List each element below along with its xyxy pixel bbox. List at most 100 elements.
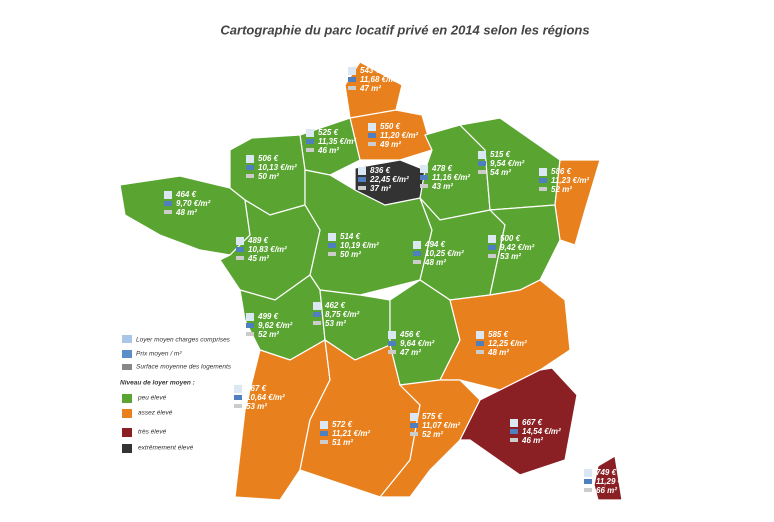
surface-icon (348, 86, 356, 90)
price: 10,25 €/m² (425, 249, 464, 258)
price-icon (584, 479, 592, 484)
surface-icon (478, 170, 486, 174)
title: Cartographie du parc locatif privé en 20… (220, 22, 589, 37)
surface-icon (510, 438, 518, 442)
surface-icon (320, 440, 328, 444)
price: 10,13 €/m² (258, 163, 297, 172)
surface: 53 m² (325, 319, 346, 328)
region (459, 367, 578, 476)
surface: 53 m² (246, 402, 267, 411)
price: 10,19 €/m² (340, 241, 379, 250)
region (344, 61, 403, 119)
surface: 50 m² (340, 250, 361, 259)
surface: 50 m² (258, 172, 279, 181)
price-icon (476, 341, 484, 346)
surface: 48 m² (175, 208, 197, 217)
rent: 572 € (332, 420, 353, 429)
price: 10,83 €/m² (248, 245, 287, 254)
price-icon (510, 429, 518, 434)
surface: 47 m² (359, 84, 381, 93)
rent-icon (328, 233, 336, 241)
rent-icon (368, 123, 376, 131)
surface-icon (368, 142, 376, 146)
legend-item: Prix moyen / m² (136, 351, 182, 358)
rent-icon (246, 155, 254, 163)
price-icon (420, 175, 428, 180)
price-icon (410, 423, 418, 428)
rent-icon (410, 413, 418, 421)
regions (119, 61, 623, 501)
surface: 52 m² (422, 430, 443, 439)
price-icon (236, 247, 244, 252)
price: 11,16 €/m² (432, 173, 470, 182)
price: 11,23 €/m² (551, 176, 589, 185)
surface-icon (234, 404, 242, 408)
rent-icon (306, 129, 314, 137)
rent-icon (510, 419, 518, 427)
legend-level: très élevé (138, 429, 167, 436)
legend-swatch (122, 444, 132, 453)
rent-icon (164, 191, 172, 199)
surface-icon (410, 432, 418, 436)
surface-icon (358, 186, 366, 190)
legend-level: extrêmement élevé (138, 445, 194, 452)
price-icon (348, 77, 356, 82)
surface: 52 m² (258, 330, 279, 339)
region (593, 455, 623, 501)
rent: 749 € (596, 468, 617, 477)
price-icon (246, 323, 254, 328)
rent: 478 € (431, 164, 453, 173)
surface: 48 m² (424, 258, 446, 267)
legend-swatch (122, 394, 132, 403)
rent: 543 € (360, 66, 381, 75)
rent-icon (236, 237, 244, 245)
rent-icon (584, 469, 592, 477)
legend-item: Surface moyenne des logements (136, 364, 232, 371)
price-icon (388, 341, 396, 346)
price: 8,75 €/m² (325, 310, 360, 319)
rent-icon (348, 67, 356, 75)
rent: 500 € (500, 234, 521, 243)
rent: 514 € (340, 232, 361, 241)
rent: 464 € (175, 190, 197, 199)
rent-icon (234, 385, 242, 393)
rent-icon (313, 302, 321, 310)
rent: 575 € (422, 412, 443, 421)
price: 11,20 €/m² (380, 131, 418, 140)
surface-icon (488, 254, 496, 258)
rent-icon (413, 241, 421, 249)
surface-icon (539, 187, 547, 191)
legend: Loyer moyen charges comprises Prix moyen… (120, 335, 232, 453)
legend-item: Loyer moyen charges comprises (136, 337, 231, 344)
price-icon (320, 431, 328, 436)
legend-level: peu élevé (137, 395, 167, 402)
price: 22,45 €/m² (369, 175, 409, 184)
price: 12,25 €/m² (488, 339, 527, 348)
legend-swatch (122, 428, 132, 437)
rent: 836 € (370, 166, 391, 175)
surface-icon (388, 350, 396, 354)
surface: 37 m² (370, 184, 391, 193)
surface: 66 m² (596, 486, 617, 495)
surface-icon (306, 148, 314, 152)
price: 11,68 €/m² (360, 75, 398, 84)
price-icon (313, 312, 321, 317)
price-icon (413, 251, 421, 256)
price: 11,35 €/m² (318, 137, 356, 146)
price: 11,21 €/m² (332, 429, 370, 438)
rent: 586 € (551, 167, 572, 176)
rent-icon (420, 165, 428, 173)
surface: 49 m² (379, 140, 401, 149)
surface-icon (236, 256, 244, 260)
surface: 52 m² (551, 185, 572, 194)
surface-icon (313, 321, 321, 325)
rent: 550 € (380, 122, 401, 131)
rent-icon (476, 331, 484, 339)
rent: 667 € (522, 418, 543, 427)
surface-icon (420, 184, 428, 188)
rent-icon (539, 168, 547, 176)
rent: 499 € (257, 312, 279, 321)
legend-icon (122, 335, 132, 343)
legend-heading: Niveau de loyer moyen : (120, 380, 195, 387)
